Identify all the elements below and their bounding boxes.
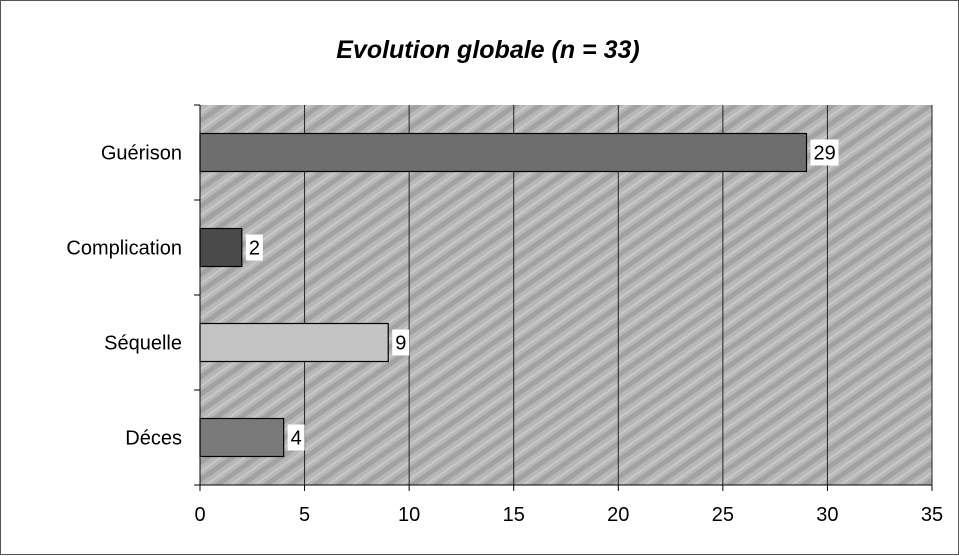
y-tick-label: Complication [66,238,182,260]
data-label-background [392,329,410,356]
bar [199,417,285,458]
x-tick-label: 15 [503,504,525,526]
bar [199,132,808,173]
tick-labels: 0 5 10 15 20 25 30 35 Guérison Complication Séquel… [66,143,943,527]
x-tick-label: 5 [299,504,310,526]
bar [199,322,389,363]
data-label: 4 [291,428,302,450]
y-tick-label: Déces [125,428,182,450]
x-tick-label: 25 [712,504,734,526]
data-label-background [810,139,839,166]
x-tick-label: 20 [607,504,629,526]
y-tick-label: Séquelle [104,333,182,355]
x-tick-label: 30 [816,504,838,526]
chart-title: Evolution globale (n = 33) [336,36,640,64]
bars [199,132,808,458]
data-label-background [287,424,305,451]
data-label: 2 [249,238,260,260]
x-tick-label: 0 [194,504,205,526]
data-label-background [245,234,263,261]
data-label: 29 [814,143,836,165]
x-tick-label: 35 [921,504,943,526]
x-tick-label: 10 [398,504,420,526]
data-label: 9 [395,333,406,355]
y-tick-label: Guérison [101,143,182,165]
bar [199,227,243,268]
